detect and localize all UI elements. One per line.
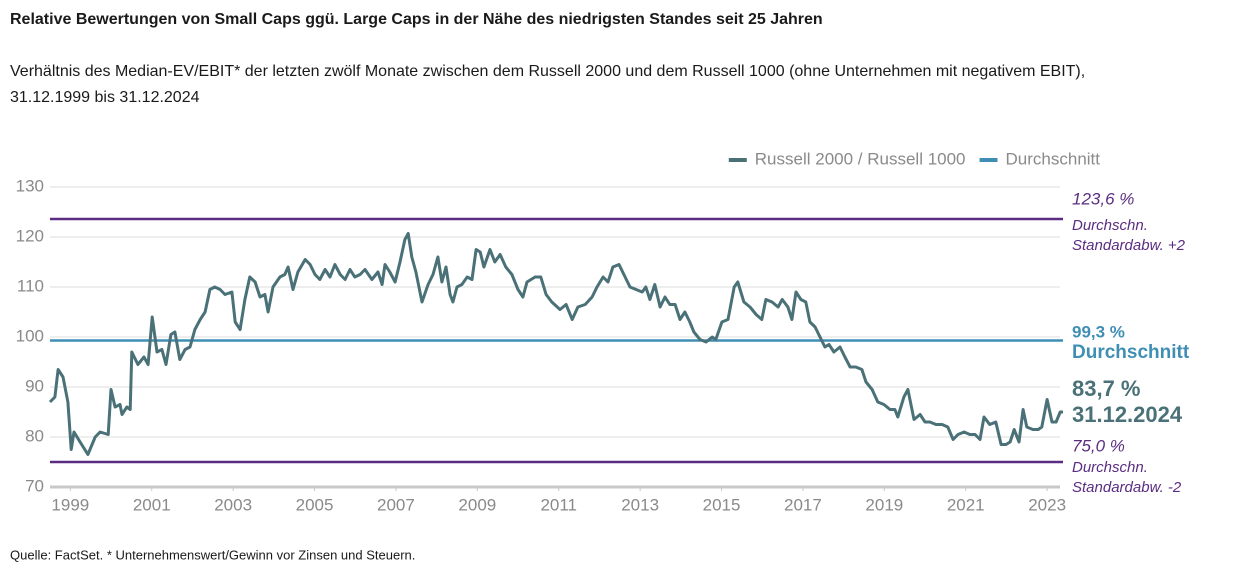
series-line <box>48 232 1063 456</box>
y-tick-label: 70 <box>25 476 44 495</box>
y-tick-label: 110 <box>17 276 44 295</box>
subtitle: Verhältnis des Median-EV/EBIT* der letzt… <box>10 63 1085 80</box>
y-tick-label: 90 <box>25 376 44 395</box>
legend-label: Durchschnitt <box>1006 149 1101 168</box>
legend-label: Russell 2000 / Russell 1000 <box>755 149 966 168</box>
chart-title: Relative Bewertungen von Small Caps ggü.… <box>10 11 823 28</box>
reference-label: 99,3 % <box>1072 322 1125 341</box>
x-tick-label: 2001 <box>133 495 171 514</box>
x-tick-label: 2023 <box>1028 495 1066 514</box>
end-value: 83,7 % <box>1072 376 1141 401</box>
subtitle: 31.12.1999 bis 31.12.2024 <box>10 89 200 106</box>
x-tick-label: 2009 <box>458 495 496 514</box>
reference-label: 75,0 % <box>1072 436 1125 455</box>
reference-note: Durchschn. <box>1072 459 1148 476</box>
reference-note: Standardabw. -2 <box>1072 479 1182 496</box>
reference-name: Durchschnitt <box>1072 342 1190 363</box>
x-tick-label: 2021 <box>947 495 985 514</box>
x-tick-label: 2013 <box>621 495 659 514</box>
y-tick-label: 120 <box>16 226 44 245</box>
x-tick-label: 2007 <box>377 495 415 514</box>
y-tick-label: 130 <box>16 176 44 195</box>
y-tick-label: 80 <box>25 426 44 445</box>
x-tick-label: 2015 <box>703 495 741 514</box>
reference-note: Durchschn. <box>1072 217 1148 234</box>
x-tick-label: 2011 <box>540 495 577 514</box>
x-tick-label: 2019 <box>865 495 903 514</box>
end-date: 31.12.2024 <box>1072 402 1183 427</box>
x-tick-label: 1999 <box>51 495 89 514</box>
reference-label: 123,6 % <box>1072 189 1134 208</box>
source: Quelle: FactSet. * Unternehmenswert/Gewi… <box>10 547 415 562</box>
y-tick-label: 100 <box>16 326 44 345</box>
x-tick-label: 2017 <box>784 495 822 514</box>
x-tick-label: 2003 <box>214 495 252 514</box>
reference-note: Standardabw. +2 <box>1072 237 1186 254</box>
x-tick-label: 2005 <box>296 495 334 514</box>
